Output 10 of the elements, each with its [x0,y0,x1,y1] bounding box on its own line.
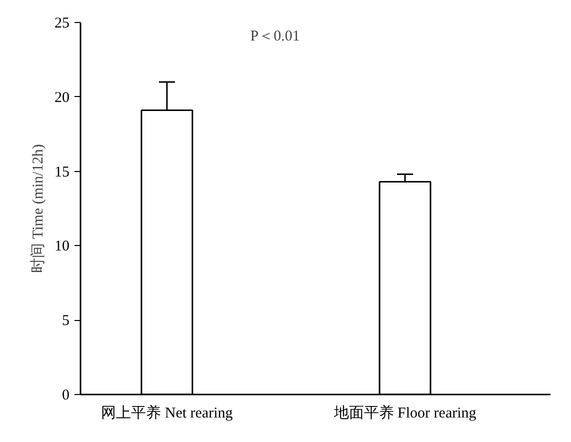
x-tick-label: 地面平养 Floor rearing [332,404,477,422]
x-tick-label: 网上平养 Net rearing [101,404,234,422]
y-tick-label: 15 [54,164,70,180]
y-tick-label: 10 [54,238,70,255]
y-tick-label: 5 [62,313,70,330]
y-tick-label: 25 [54,16,70,32]
y-tick-label: 20 [54,90,70,106]
y-tick-label: 0 [62,388,70,404]
y-axis-title: 时间 Time (min/12h) [30,144,46,273]
annotation: P＜0.01 [250,28,300,44]
